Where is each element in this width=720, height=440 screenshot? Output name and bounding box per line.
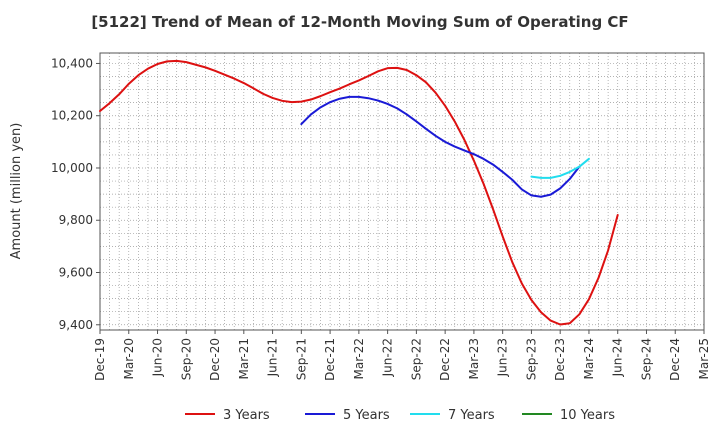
x-tick-label: Dec-24 — [668, 338, 682, 381]
x-tick-label: Jun-22 — [381, 338, 395, 377]
series-line-3-years — [99, 59, 619, 326]
x-tick-label: Dec-20 — [208, 338, 222, 381]
x-tick-label: Jun-20 — [151, 338, 165, 377]
x-tick-label: Mar-24 — [582, 338, 596, 379]
x-tick-label: Sep-23 — [524, 338, 538, 380]
x-tick-label: Mar-25 — [697, 338, 711, 379]
legend-label: 10 Years — [560, 408, 615, 423]
x-tick-label: Sep-24 — [639, 338, 653, 380]
legend-label: 3 Years — [223, 408, 270, 423]
y-tick-label: 10,400 — [51, 56, 93, 70]
y-tick-label: 10,000 — [51, 161, 93, 175]
y-tick-label: 10,200 — [51, 109, 93, 123]
chart-title: [5122] Trend of Mean of 12-Month Moving … — [91, 13, 628, 31]
x-tick-label: Sep-21 — [294, 338, 308, 380]
legend-label: 7 Years — [448, 408, 495, 423]
x-tick-label: Jun-21 — [266, 338, 280, 377]
grid — [100, 53, 704, 330]
x-tick-label: Mar-20 — [122, 338, 136, 379]
x-axis-ticks: Dec-19 Mar-20 Jun-20 Sep-20 Dec-20 Mar-21 Jun-… — [93, 330, 711, 381]
x-tick-label: Mar-22 — [352, 338, 366, 379]
series-group — [99, 59, 619, 326]
x-tick-label: Dec-21 — [323, 338, 337, 381]
y-tick-label: 9,800 — [59, 213, 93, 227]
x-tick-label: Mar-23 — [467, 338, 481, 379]
x-tick-label: Sep-22 — [409, 338, 423, 380]
x-tick-label: Dec-19 — [93, 338, 107, 381]
plot-frame — [99, 52, 705, 331]
series-line-7-years — [530, 157, 590, 179]
x-tick-label: Jun-24 — [611, 338, 625, 377]
y-tick-label: 9,400 — [59, 318, 93, 332]
y-axis-ticks: 9,400 9,600 9,800 10,000 10,200 10,400 — [51, 56, 100, 332]
x-tick-label: Jun-23 — [496, 338, 510, 377]
legend-label: 5 Years — [343, 408, 390, 423]
x-tick-label: Sep-20 — [179, 338, 193, 380]
y-axis-label: Amount (million yen) — [9, 123, 24, 260]
y-tick-label: 9,600 — [59, 266, 93, 280]
x-tick-label: Dec-23 — [553, 338, 567, 381]
series-line-5-years — [300, 95, 581, 198]
x-tick-label: Dec-22 — [438, 338, 452, 381]
x-tick-label: Mar-21 — [237, 338, 251, 379]
legend: 3 Years 5 Years 7 Years 10 Years — [185, 408, 615, 423]
